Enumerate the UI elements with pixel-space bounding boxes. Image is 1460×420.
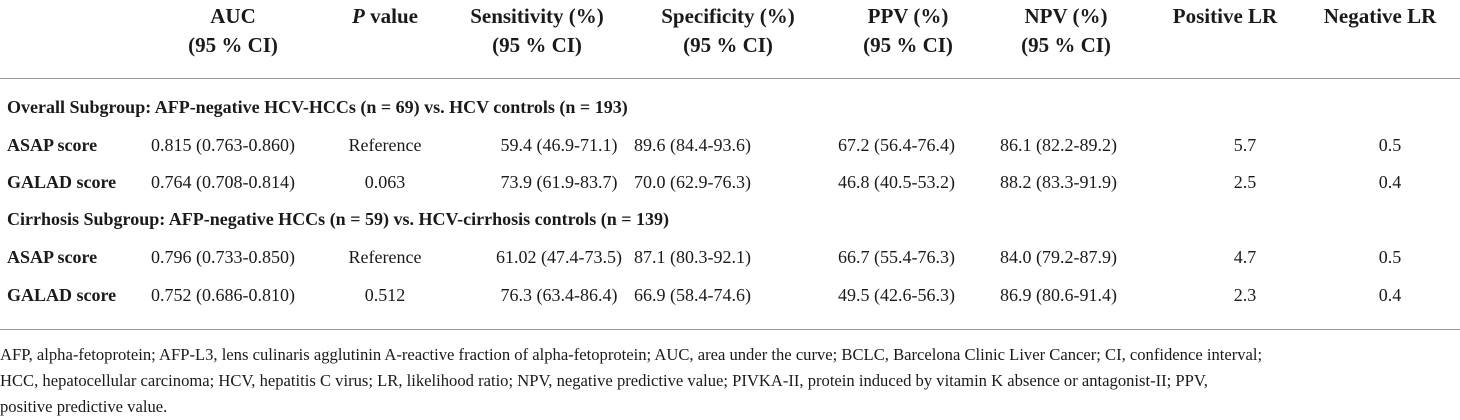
table-row: GALAD score 0.764 (0.708-0.814) 0.063 73… (0, 172, 1460, 202)
row-label: ASAP score (7, 135, 98, 155)
row-label: GALAD score (7, 285, 117, 305)
cell-npv: 84.0 (79.2-87.9) (1000, 247, 1117, 267)
header-rule (0, 78, 1460, 79)
cell-positive-lr: 2.3 (1233, 285, 1257, 305)
cell-positive-lr: 2.5 (1233, 172, 1257, 192)
column-header-p-rest: value (364, 4, 418, 28)
column-header-ppv-line2: (95 % CI) (863, 33, 953, 57)
cell-negative-lr: 0.4 (1378, 172, 1402, 192)
cell-p-value: Reference (348, 247, 422, 267)
cell-sensitivity: 61.02 (47.4-73.5) (496, 247, 622, 267)
cell-p-value: 0.063 (364, 172, 406, 192)
cell-npv: 86.9 (80.6-91.4) (1000, 285, 1117, 305)
footer-rule (0, 329, 1460, 330)
column-header-positive-lr: Positive LR (1150, 2, 1300, 31)
column-header-npv-line2: (95 % CI) (1021, 33, 1111, 57)
table-row: GALAD score 0.752 (0.686-0.810) 0.512 76… (0, 285, 1460, 315)
footnote-line: positive predictive value. (0, 397, 168, 416)
column-header-auc: AUC (95 % CI) (168, 2, 298, 60)
cell-auc: 0.752 (0.686-0.810) (151, 285, 295, 305)
column-header-auc-line2: (95 % CI) (188, 33, 278, 57)
cell-positive-lr: 4.7 (1233, 247, 1257, 267)
column-header-negative-lr-text: Negative LR (1323, 4, 1437, 28)
cell-ppv: 46.8 (40.5-53.2) (838, 172, 955, 192)
column-header-specificity-line2: (95 % CI) (683, 33, 773, 57)
column-header-negative-lr: Negative LR (1300, 2, 1460, 31)
cell-p-value: 0.512 (364, 285, 406, 305)
cell-npv: 86.1 (82.2-89.2) (1000, 135, 1117, 155)
column-header-sensitivity-line2: (95 % CI) (492, 33, 582, 57)
table-footnote: AFP, alpha-fetoprotein; AFP-L3, lens cul… (0, 342, 1460, 420)
column-header-p-value: P value (325, 2, 445, 31)
cell-ppv: 49.5 (42.6-56.3) (838, 285, 955, 305)
column-header-positive-lr-text: Positive LR (1172, 4, 1278, 28)
cell-sensitivity: 73.9 (61.9-83.7) (500, 172, 618, 192)
cell-negative-lr: 0.5 (1378, 247, 1402, 267)
column-header-specificity: Specificity (%) (95 % CI) (638, 2, 818, 60)
cell-auc: 0.815 (0.763-0.860) (151, 135, 295, 155)
cell-ppv: 67.2 (56.4-76.4) (838, 135, 955, 155)
subgroup-title-overall: Overall Subgroup: AFP-negative HCV-HCCs … (7, 97, 628, 117)
table-row: ASAP score 0.815 (0.763-0.860) Reference… (0, 135, 1460, 165)
footnote-line: AFP, alpha-fetoprotein; AFP-L3, lens cul… (0, 345, 1263, 364)
cell-specificity: 89.6 (84.4-93.6) (634, 135, 751, 155)
cell-specificity: 87.1 (80.3-92.1) (634, 247, 751, 267)
column-header-sensitivity-line1: Sensitivity (%) (470, 4, 604, 28)
table-header: AUC (95 % CI) P value Sensitivity (%) (9… (0, 0, 1460, 78)
cell-negative-lr: 0.4 (1378, 285, 1402, 305)
cell-positive-lr: 5.7 (1233, 135, 1257, 155)
cell-sensitivity: 76.3 (63.4-86.4) (500, 285, 618, 305)
cell-auc: 0.764 (0.708-0.814) (151, 172, 295, 192)
cell-npv: 88.2 (83.3-91.9) (1000, 172, 1117, 192)
cell-negative-lr: 0.5 (1378, 135, 1402, 155)
column-header-npv: NPV (%) (95 % CI) (1001, 2, 1131, 60)
cell-auc: 0.796 (0.733-0.850) (151, 247, 295, 267)
column-header-p-value-line: P value (325, 2, 445, 31)
column-header-ppv: PPV (%) (95 % CI) (843, 2, 973, 60)
footnote-line: HCC, hepatocellular carcinoma; HCV, hepa… (0, 371, 1208, 390)
row-label: ASAP score (7, 247, 98, 267)
cell-p-value: Reference (348, 135, 422, 155)
column-header-ppv-line1: PPV (%) (867, 4, 949, 28)
cell-specificity: 66.9 (58.4-74.6) (634, 285, 751, 305)
table-row: ASAP score 0.796 (0.733-0.850) Reference… (0, 247, 1460, 277)
column-header-sensitivity: Sensitivity (%) (95 % CI) (447, 2, 627, 60)
cell-ppv: 66.7 (55.4-76.3) (838, 247, 955, 267)
cell-specificity: 70.0 (62.9-76.3) (634, 172, 751, 192)
row-label: GALAD score (7, 172, 117, 192)
column-header-npv-line1: NPV (%) (1024, 4, 1108, 28)
column-header-specificity-line1: Specificity (%) (661, 4, 795, 28)
column-header-p-letter: P (352, 4, 365, 28)
cell-sensitivity: 59.4 (46.9-71.1) (500, 135, 618, 155)
subgroup-title-cirrhosis: Cirrhosis Subgroup: AFP-negative HCCs (n… (7, 209, 670, 229)
column-header-auc-line1: AUC (210, 4, 256, 28)
